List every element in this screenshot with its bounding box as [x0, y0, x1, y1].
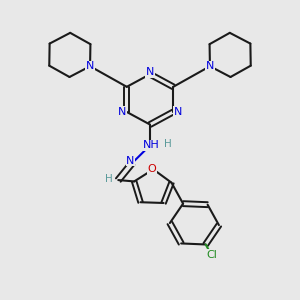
- Text: N: N: [206, 61, 214, 71]
- Text: N: N: [174, 107, 182, 117]
- Text: H: H: [105, 173, 112, 184]
- Text: O: O: [147, 164, 156, 174]
- Text: H: H: [164, 139, 172, 149]
- Text: Cl: Cl: [206, 250, 217, 260]
- Text: N: N: [146, 68, 154, 77]
- Text: N: N: [118, 107, 126, 117]
- Text: N: N: [86, 61, 94, 71]
- Text: N: N: [126, 156, 135, 166]
- Text: NH: NH: [143, 140, 160, 150]
